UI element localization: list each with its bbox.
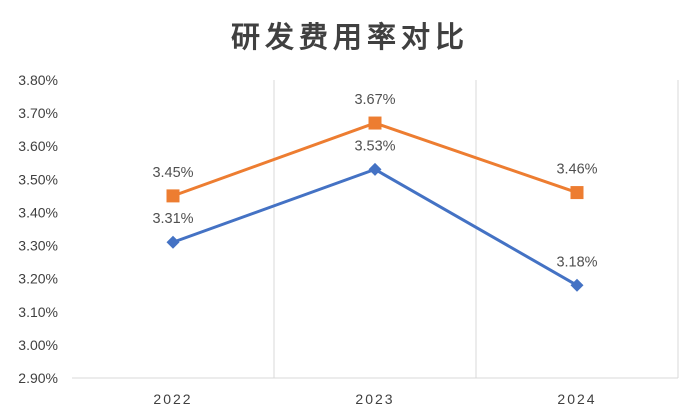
- x-tick-label: 2024: [557, 391, 596, 407]
- data-point-marker: [368, 162, 382, 176]
- data-point-marker: [570, 278, 584, 292]
- data-label: 3.46%: [556, 162, 597, 178]
- y-tick-label: 3.70%: [18, 105, 58, 121]
- y-tick-label: 3.10%: [18, 304, 58, 320]
- series-line-2: [172, 167, 578, 287]
- data-label: 3.67%: [354, 92, 395, 108]
- y-tick-label: 3.40%: [18, 204, 58, 220]
- y-tick-label: 3.20%: [18, 271, 58, 287]
- y-tick-label: 3.30%: [18, 238, 58, 254]
- data-point-marker: [166, 235, 180, 249]
- y-tick-label: 3.60%: [18, 138, 58, 154]
- x-tick-label: 2023: [355, 391, 394, 407]
- data-label: 3.18%: [556, 254, 597, 270]
- y-tick-label: 3.50%: [18, 171, 58, 187]
- y-tick-label: 3.00%: [18, 337, 58, 353]
- y-tick-label: 3.80%: [18, 72, 58, 88]
- data-label: 3.45%: [152, 165, 193, 181]
- data-point-marker: [570, 186, 584, 200]
- series-line-1: [172, 121, 578, 198]
- data-label: 3.53%: [354, 138, 395, 154]
- x-tick-label: 2022: [153, 391, 192, 407]
- y-tick-label: 2.90%: [18, 370, 58, 386]
- data-point-marker: [368, 116, 382, 130]
- data-label: 3.31%: [152, 211, 193, 227]
- chart-title: 研发费用率对比: [230, 20, 469, 54]
- data-point-marker: [166, 189, 180, 203]
